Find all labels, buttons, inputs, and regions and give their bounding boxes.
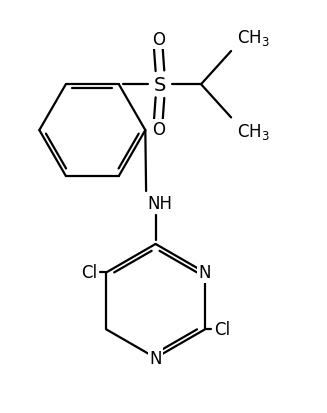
- Text: S: S: [154, 76, 166, 95]
- Text: O: O: [152, 31, 165, 49]
- Text: Cl: Cl: [215, 320, 231, 339]
- Text: CH$_3$: CH$_3$: [237, 28, 269, 48]
- Text: Cl: Cl: [81, 264, 97, 282]
- Text: N: N: [198, 264, 211, 282]
- Text: O: O: [152, 121, 165, 139]
- Text: CH$_3$: CH$_3$: [237, 122, 269, 142]
- Text: NH: NH: [147, 195, 172, 212]
- Text: N: N: [149, 349, 162, 367]
